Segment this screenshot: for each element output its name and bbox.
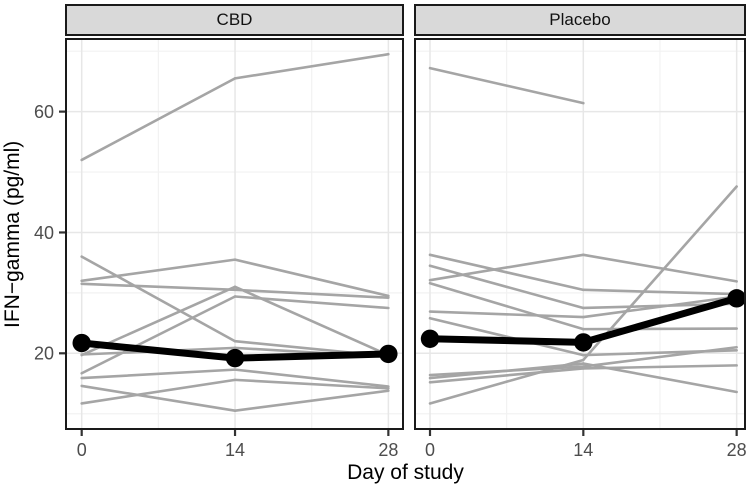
facet-strip-cbd: CBD [65,4,404,36]
mean-point [574,333,593,352]
facet-strip-placebo: Placebo [414,4,746,36]
subject-line [233,52,390,80]
x-tick-label: 14 [225,440,245,460]
subject-line [233,258,390,298]
mean-point [727,289,746,308]
subject-line [582,295,738,319]
y-tick-label: 60 [34,102,54,122]
subject-line [428,358,585,405]
subject-line [428,316,585,357]
subject-line [428,310,585,319]
subject-line [428,66,585,105]
mean-point [379,344,398,364]
subject-line [233,295,390,310]
subject-line [80,384,237,412]
x-tick-label: 0 [77,440,87,460]
subject-line [233,288,390,300]
mean-point [225,348,245,368]
subject-line [80,368,237,380]
subject-line [80,378,237,405]
mean-point [72,333,91,353]
subject-line [233,368,390,388]
x-tick-label: 28 [727,440,747,460]
x-tick-label: 0 [425,440,435,460]
subject-line [80,255,237,343]
subject-line [80,282,237,292]
x-axis-title: Day of study [347,461,464,484]
subject-line [428,264,585,310]
subject-line [233,378,390,390]
panel-border [65,38,404,430]
subject-line [428,281,585,331]
y-tick-label: 40 [34,223,54,243]
subject-line [80,258,237,283]
plot-panel-placebo: 0 14 28 [414,38,747,460]
y-axis-title: IFN−gamma (pg/ml) [1,140,24,328]
subject-line [428,253,585,292]
x-tick-label: 28 [378,440,398,460]
plot-panel-cbd: 0 14 28 20 40 60 [34,38,404,460]
facet-strip-label: CBD [216,10,253,29]
subject-line [428,367,585,384]
subject-line [582,327,738,331]
subject-line [428,253,585,282]
subject-line [582,345,738,368]
mean-point [420,329,440,348]
panel-border [414,38,746,430]
subject-line [80,295,237,375]
subject-line [80,77,237,162]
subject-line [582,364,738,370]
facet-strip-label: Placebo [549,10,611,29]
y-tick-label: 20 [34,344,54,364]
subject-line [582,253,738,283]
x-tick-label: 14 [573,440,593,460]
subject-line [233,389,390,412]
subject-line [582,288,738,296]
subject-line [582,185,738,362]
